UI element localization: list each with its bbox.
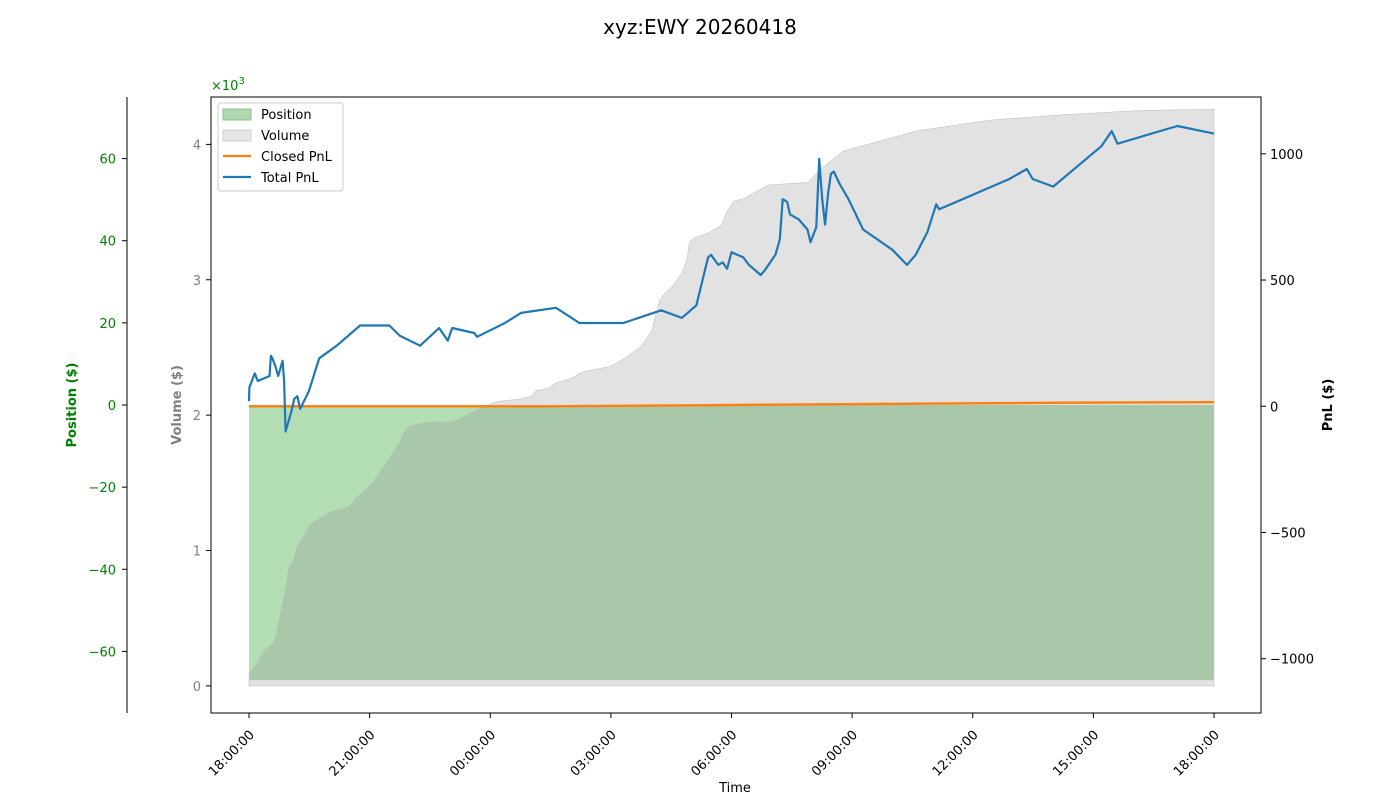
- position-tick-label: −60: [89, 645, 116, 660]
- pnl-tick-label: 0: [1270, 400, 1278, 415]
- chart-title: xyz:EWY 20260418: [603, 15, 797, 39]
- position-tick-label: −20: [89, 481, 116, 496]
- position-tick-label: 60: [99, 153, 116, 168]
- x-tick-label: 06:00:00: [688, 728, 740, 780]
- position-tick-label: 0: [108, 399, 116, 414]
- x-tick-label: 18:00:00: [1171, 728, 1223, 780]
- pnl-tick-label: 500: [1270, 274, 1295, 289]
- volume-tick-label: 1: [193, 545, 201, 560]
- pnl-tick-label: 1000: [1270, 148, 1303, 163]
- pnl-axis-label: PnL ($): [1321, 379, 1336, 432]
- legend-label-volume: Volume: [261, 129, 309, 144]
- series-volume-area: [248, 108, 1215, 687]
- series-closed-pnl-line: [249, 401, 1215, 408]
- volume-multiplier: ×103: [211, 76, 245, 94]
- legend-label-total-pnl: Total PnL: [260, 171, 319, 186]
- legend-swatch-volume: [222, 129, 252, 142]
- legend-label-position: Position: [261, 108, 312, 123]
- legend-swatch-position: [222, 108, 252, 121]
- plot-frame: [210, 96, 1262, 714]
- volume-tick-label: 4: [193, 138, 201, 153]
- x-tick-label: 12:00:00: [930, 728, 982, 780]
- x-axis-label: Time: [718, 781, 751, 796]
- legend-label-closed-pnl: Closed PnL: [261, 150, 333, 165]
- x-tick-label: 03:00:00: [568, 728, 620, 780]
- legend: Position Volume Closed PnL Total PnL: [217, 102, 344, 192]
- position-axis-label: Position ($): [65, 363, 80, 448]
- x-tick-label: 00:00:00: [447, 728, 499, 780]
- position-tick-label: 40: [99, 235, 116, 250]
- pnl-tick-label: −500: [1270, 526, 1306, 541]
- position-tick-label: 20: [99, 317, 116, 332]
- pnl-tick-label: −1000: [1270, 653, 1314, 668]
- x-tick-label: 15:00:00: [1050, 728, 1102, 780]
- volume-axis-label: Volume ($): [170, 365, 185, 445]
- legend-frame: [217, 102, 344, 192]
- position-tick-label: −40: [89, 563, 116, 578]
- volume-tick-label: 2: [193, 409, 201, 424]
- x-tick-label: 21:00:00: [327, 728, 379, 780]
- x-tick-label: 18:00:00: [206, 728, 258, 780]
- volume-tick-label: 3: [193, 274, 201, 289]
- x-tick-label: 09:00:00: [809, 728, 861, 780]
- series-position-area: [249, 405, 1214, 681]
- series-total-pnl-line: [247, 124, 1215, 433]
- plot-area: [247, 108, 1215, 687]
- volume-tick-label: 0: [193, 680, 201, 695]
